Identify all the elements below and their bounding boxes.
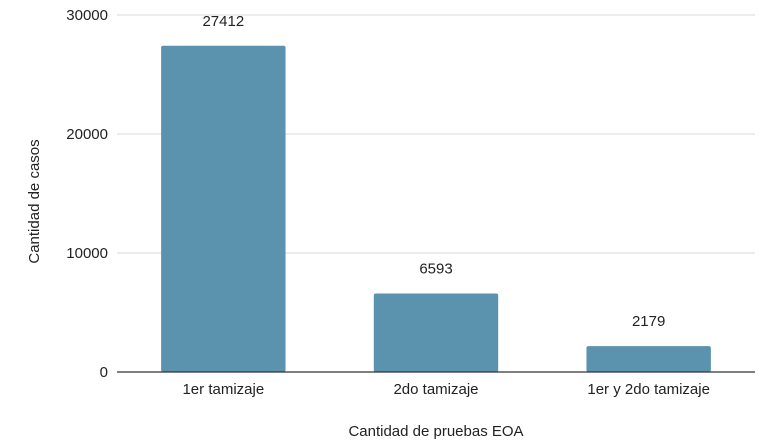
data-labels: 27412 6593 2179 [202, 13, 665, 330]
x-axis-title: Cantidad de pruebas EOA [348, 423, 523, 440]
bars [161, 45, 711, 372]
bar [161, 45, 286, 372]
y-tick-label: 20000 [66, 126, 108, 143]
x-tick-label: 1er tamizaje [182, 381, 264, 398]
data-label: 27412 [202, 13, 244, 30]
y-axis-title: Cantidad de casos [26, 139, 43, 263]
data-label: 2179 [632, 313, 665, 330]
x-tick-labels: 1er tamizaje 2do tamizaje 1er y 2do tamiza… [182, 381, 709, 398]
y-tick-label: 0 [100, 364, 108, 381]
x-tick-label: 1er y 2do tamizaje [587, 381, 710, 398]
x-tick-label: 2do tamizaje [393, 381, 478, 398]
bar [373, 293, 499, 372]
bar [586, 346, 711, 372]
y-tick-labels: 0 10000 20000 30000 [66, 7, 108, 381]
data-label: 6593 [419, 261, 452, 278]
y-tick-label: 30000 [66, 7, 108, 24]
y-tick-label: 10000 [66, 245, 108, 262]
